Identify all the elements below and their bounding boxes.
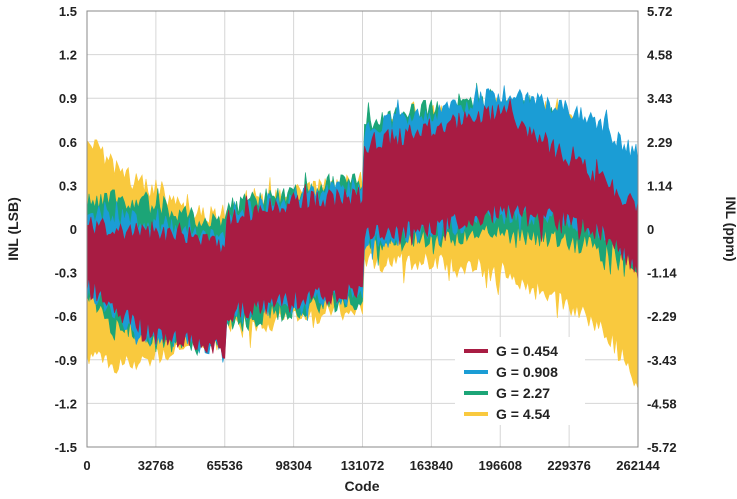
x-tick-label: 262144 (616, 458, 660, 473)
y-tick-label-left: 1.2 (59, 48, 77, 63)
y-tick-label-right: -3.43 (647, 353, 677, 368)
x-tick-label: 98304 (276, 458, 313, 473)
y-tick-label-right: 2.29 (647, 135, 672, 150)
y-tick-label-right: -5.72 (647, 440, 677, 455)
x-tick-label: 196608 (479, 458, 522, 473)
x-tick-label: 229376 (547, 458, 590, 473)
x-tick-label: 0 (83, 458, 90, 473)
tick-labels: 0 32768 65536 98304 131072 163840 196608 229376… (55, 4, 678, 473)
y-tick-label-left: 0.6 (59, 135, 77, 150)
legend-label: G = 2.27 (496, 385, 550, 401)
y-tick-label-right: 3.43 (647, 91, 672, 106)
x-tick-label: 131072 (341, 458, 384, 473)
legend-label: G = 4.54 (496, 406, 550, 422)
y-tick-label-left: -1.2 (55, 396, 77, 411)
x-tick-label: 163840 (410, 458, 453, 473)
legend: G = 0.454 G = 0.908 G = 2.27 G = 4.54 (455, 337, 585, 425)
plot-frame (86, 10, 639, 448)
y-tick-label-right: -1.14 (647, 266, 677, 281)
series-layer (86, 82, 639, 389)
y-tick-label-right: -4.58 (647, 396, 677, 411)
y-tick-label-left: -0.6 (55, 309, 77, 324)
y-tick-label-left: -0.3 (55, 266, 77, 281)
y-tick-label-right: 1.14 (647, 178, 673, 193)
x-tick-label: 65536 (207, 458, 243, 473)
x-tick-label: 32768 (138, 458, 174, 473)
y-tick-label-left: -1.5 (55, 440, 77, 455)
y-tick-label-right: 5.72 (647, 4, 672, 19)
y-tick-label-right: 0 (647, 222, 654, 237)
y-tick-label-left: -0.9 (55, 353, 77, 368)
y-axis-label-right: INL (ppm) (723, 196, 737, 261)
y-tick-label-left: 0.3 (59, 178, 77, 193)
y-tick-label-right: 4.58 (647, 48, 672, 63)
y-axis-label-left: INL (LSB) (5, 197, 21, 261)
y-tick-label-left: 0 (70, 222, 77, 237)
legend-label: G = 0.908 (496, 364, 558, 380)
y-tick-label-left: 0.9 (59, 91, 77, 106)
y-tick-label-right: -2.29 (647, 309, 677, 324)
y-tick-label-left: 1.5 (59, 4, 77, 19)
x-axis-label: Code (345, 478, 380, 494)
legend-label: G = 0.454 (496, 343, 558, 359)
